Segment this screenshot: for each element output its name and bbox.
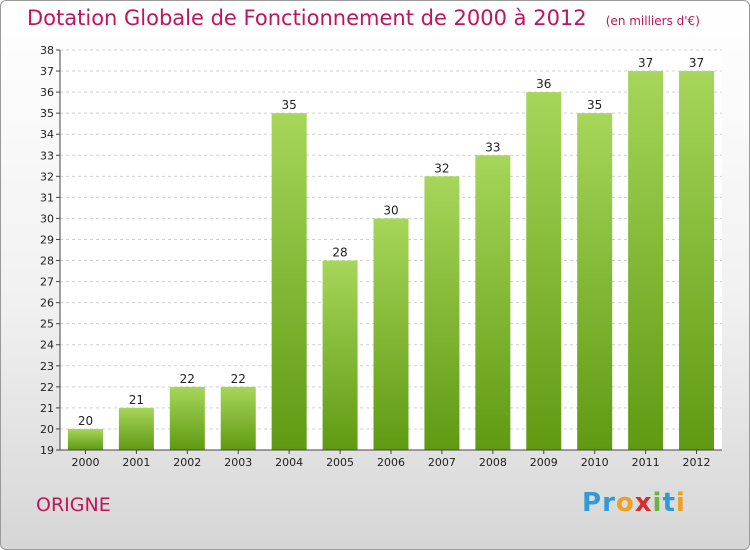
y-tick-label: 38 <box>40 44 54 57</box>
x-tick-label: 2012 <box>683 456 711 469</box>
logo-letter: x <box>634 488 653 518</box>
y-tick-label: 32 <box>40 170 54 183</box>
data-label: 36 <box>536 77 551 91</box>
logo-letter: r <box>602 488 616 518</box>
y-tick-label: 29 <box>40 233 54 246</box>
x-tick-label: 2010 <box>581 456 609 469</box>
x-tick-label: 2007 <box>428 456 456 469</box>
y-tick-label: 19 <box>40 444 54 457</box>
logo-letter: i <box>675 488 686 518</box>
data-label: 28 <box>332 246 347 260</box>
proxiti-logo: Proxiti <box>582 488 686 518</box>
y-tick-label: 20 <box>40 423 54 436</box>
logo-letter: i <box>652 488 663 518</box>
y-tick-label: 35 <box>40 107 54 120</box>
y-tick-label: 30 <box>40 212 54 225</box>
y-tick-label: 26 <box>40 297 54 310</box>
bar-2000 <box>67 428 103 450</box>
data-label: 22 <box>180 372 195 386</box>
y-tick-label: 34 <box>40 128 54 141</box>
y-tick-label: 23 <box>40 360 54 373</box>
data-label: 30 <box>383 203 398 217</box>
bar-2003 <box>220 386 256 450</box>
y-tick-label: 36 <box>40 86 54 99</box>
data-label: 35 <box>587 98 602 112</box>
bar-2002 <box>169 386 205 450</box>
bar-2004 <box>271 113 307 450</box>
bar-2006 <box>373 218 409 450</box>
chart-title-main: Dotation Globale de Fonctionnement de 20… <box>27 6 587 30</box>
data-label: 21 <box>129 393 144 407</box>
x-tick-label: 2001 <box>122 456 150 469</box>
y-tick-label: 24 <box>40 339 54 352</box>
logo-letter: P <box>582 488 603 518</box>
x-tick-label: 2008 <box>479 456 507 469</box>
x-tick-label: 2002 <box>173 456 201 469</box>
bar-2012 <box>679 71 715 450</box>
bar-2010 <box>577 113 613 450</box>
bar-2005 <box>322 260 358 450</box>
x-tick-label: 2006 <box>377 456 405 469</box>
y-tick-label: 28 <box>40 255 54 268</box>
chart-title: Dotation Globale de Fonctionnement de 20… <box>27 6 700 30</box>
bar-2008 <box>475 155 511 450</box>
x-tick-label: 2000 <box>71 456 99 469</box>
x-tick-label: 2004 <box>275 456 303 469</box>
y-tick-label: 33 <box>40 149 54 162</box>
bar-2011 <box>628 71 664 450</box>
bar-2001 <box>118 407 154 450</box>
x-tick-label: 2011 <box>632 456 660 469</box>
y-tick-label: 21 <box>40 402 54 415</box>
data-label: 35 <box>282 98 297 112</box>
logo-letter: o <box>615 488 635 518</box>
data-label: 37 <box>638 56 653 70</box>
x-tick-label: 2003 <box>224 456 252 469</box>
commune-name: ORIGNE <box>36 494 111 516</box>
chart-unit-note: (en milliers d'€) <box>605 14 700 28</box>
y-tick-label: 31 <box>40 191 54 204</box>
data-label: 22 <box>231 372 246 386</box>
data-label: 37 <box>689 56 704 70</box>
y-tick-label: 27 <box>40 276 54 289</box>
data-label: 32 <box>434 161 449 175</box>
logo-letter: t <box>662 488 676 518</box>
y-tick-label: 37 <box>40 65 54 78</box>
x-tick-label: 2009 <box>530 456 558 469</box>
bar-2009 <box>526 92 562 451</box>
data-label: 20 <box>78 414 93 428</box>
bar-2007 <box>424 176 460 450</box>
y-tick-label: 22 <box>40 381 54 394</box>
data-label: 33 <box>485 140 500 154</box>
y-tick-label: 25 <box>40 318 54 331</box>
x-tick-label: 2005 <box>326 456 354 469</box>
